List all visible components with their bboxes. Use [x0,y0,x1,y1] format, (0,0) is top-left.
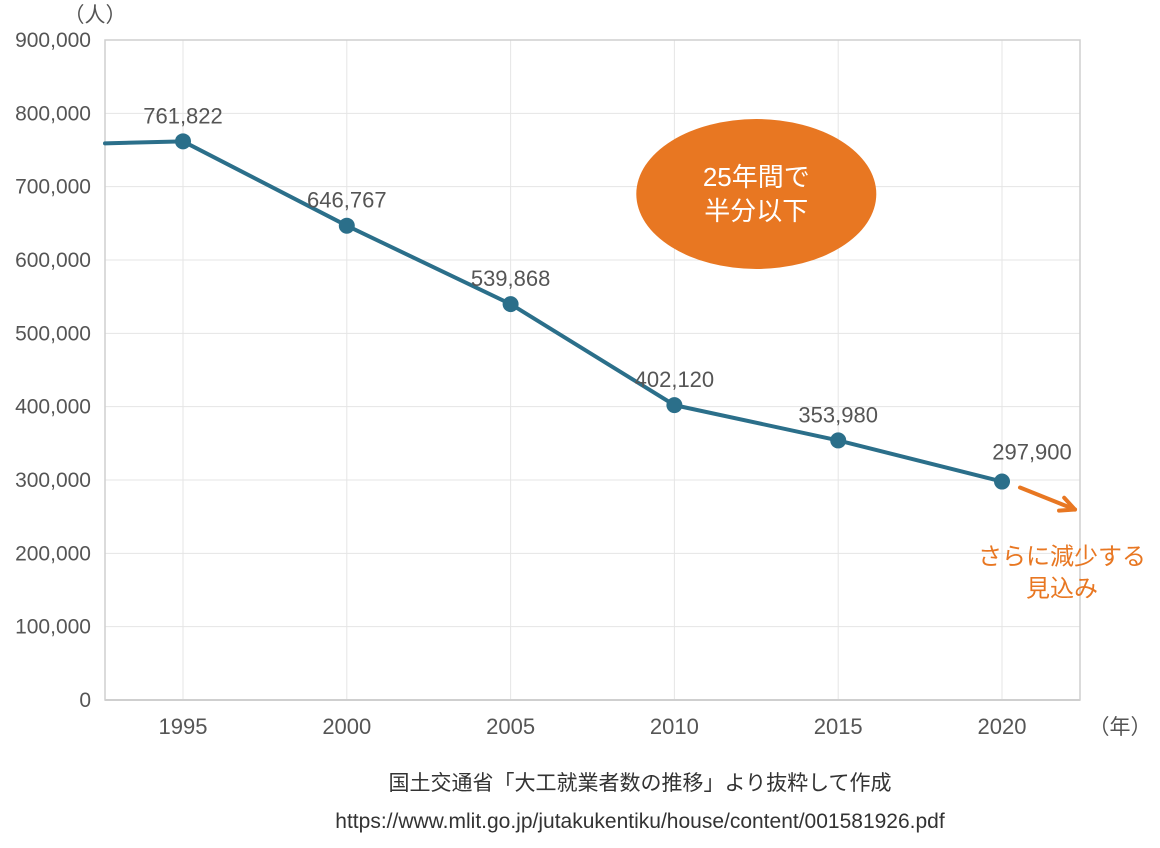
x-tick-label: 2020 [978,714,1027,739]
chart-container: 0 100,000 200,000 300,000 400,000 500,000 600,… [0,0,1160,848]
grid [105,40,1080,700]
data-point [503,296,519,312]
data-label: 402,120 [635,367,715,392]
x-tick-label: 2005 [486,714,535,739]
data-point [666,397,682,413]
data-label: 297,900 [992,440,1072,465]
y-tick-label: 600,000 [15,249,91,272]
y-tick-label: 100,000 [15,616,91,639]
data-point [175,133,191,149]
y-tick-label: 500,000 [15,322,91,345]
x-tick-label: 1995 [159,714,208,739]
x-tick-label: 2015 [814,714,863,739]
data-label: 646,767 [307,188,387,213]
y-tick-label: 200,000 [15,542,91,565]
x-tick-label: 2000 [322,714,371,739]
y-tick-label: 300,000 [15,469,91,492]
annotation-line2: 見込み [1026,576,1098,603]
x-tick-label: 2010 [650,714,699,739]
data-label: 761,822 [143,103,223,128]
data-label: 353,980 [798,402,878,427]
callout-line1: 25年間で [703,162,810,192]
callout-ellipse [636,119,876,269]
plot-border [105,40,1080,700]
y-tick-label: 800,000 [15,102,91,125]
data-point [339,218,355,234]
source-text: 国土交通省「大工就業者数の推移」より抜粋して作成 [389,772,892,795]
y-tick-label: 400,000 [15,396,91,419]
y-axis-unit: （人） [64,4,127,27]
data-label: 539,868 [471,266,551,291]
annotation-line1: さらに減少する [978,544,1146,571]
line-chart-svg: 0 100,000 200,000 300,000 400,000 500,000 600,… [0,0,1160,848]
data-point [994,474,1010,490]
x-axis-unit: （年） [1089,716,1152,739]
callout-line2: 半分以下 [704,196,808,226]
y-tick-label: 900,000 [15,29,91,52]
y-tick-label: 0 [79,689,91,712]
y-tick-label: 700,000 [15,176,91,199]
source-url: https://www.mlit.go.jp/jutakukentiku/hou… [335,810,945,833]
data-point [830,432,846,448]
